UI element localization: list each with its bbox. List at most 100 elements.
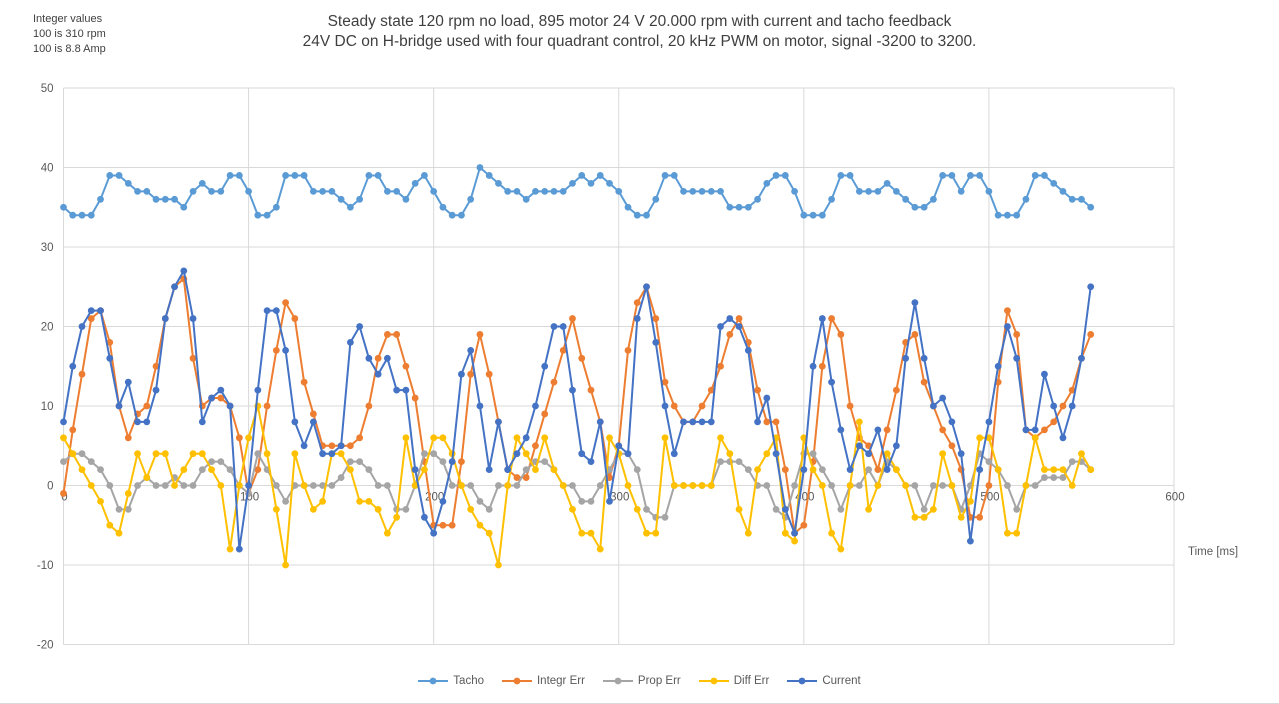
data-point-marker [569, 180, 576, 187]
data-point-marker [967, 537, 974, 545]
series-diff-err[interactable] [60, 402, 1095, 569]
data-point-marker [300, 378, 308, 386]
legend-item-diff-err[interactable]: Diff Err [698, 675, 770, 687]
legend-item-integr-err[interactable]: Integr Err [501, 675, 585, 687]
data-point-marker [161, 450, 169, 458]
data-point-marker [374, 482, 382, 489]
data-point-marker [929, 505, 937, 513]
data-point-marker [809, 211, 817, 219]
legend-item-current[interactable]: Current [787, 675, 861, 687]
data-point-marker [522, 434, 530, 442]
data-point-marker [476, 164, 484, 171]
series-current[interactable] [60, 267, 1095, 553]
data-point-marker [920, 354, 928, 362]
legend-label: Integr Err [536, 675, 585, 687]
data-point-marker [837, 545, 845, 553]
legend-label: Diff Err [733, 675, 770, 687]
data-point-marker [818, 362, 826, 370]
data-point-marker [69, 450, 77, 458]
data-point-marker [929, 402, 937, 410]
data-point-marker [309, 482, 317, 489]
annotation-line-1: Integer values [33, 13, 103, 25]
data-point-marker [1087, 466, 1095, 473]
data-point-marker [87, 307, 95, 314]
data-point-marker [948, 418, 956, 426]
data-point-marker [124, 490, 132, 497]
data-point-marker [226, 545, 234, 553]
data-point-marker [476, 331, 484, 338]
data-point-marker [763, 394, 771, 402]
data-point-marker [226, 172, 234, 179]
data-point-marker [467, 505, 475, 513]
chart-title-line-2: 24V DC on H-bridge used with four quadra… [302, 33, 977, 50]
data-point-marker [319, 498, 327, 505]
data-point-marker [115, 505, 123, 513]
data-point-marker [726, 315, 734, 322]
data-point-marker [957, 513, 965, 521]
data-point-marker [957, 450, 965, 458]
data-point-marker [892, 466, 900, 473]
data-point-marker [846, 402, 854, 410]
data-point-marker [485, 172, 493, 179]
data-point-marker [124, 505, 132, 513]
data-point-marker [87, 315, 95, 322]
data-point-marker [1050, 402, 1058, 410]
data-point-marker [485, 466, 493, 473]
data-point-marker [152, 482, 160, 489]
data-point-marker [189, 450, 197, 458]
data-point-marker [1068, 482, 1076, 489]
data-point-marker [707, 418, 715, 426]
y-tick-label--20: -20 [37, 640, 54, 652]
data-point-marker [837, 331, 845, 338]
data-point-marker [902, 354, 910, 362]
data-point-marker [800, 466, 808, 473]
data-point-marker [97, 498, 104, 505]
data-point-marker [1050, 418, 1058, 426]
legend-item-prop-err[interactable]: Prop Err [602, 675, 681, 687]
data-point-marker [1004, 211, 1011, 219]
y-tick-label-30: 30 [41, 242, 54, 254]
data-point-marker [458, 370, 465, 378]
data-point-marker [134, 187, 141, 195]
data-point-marker [643, 211, 650, 219]
data-point-marker [60, 458, 67, 466]
data-point-marker [208, 466, 215, 473]
data-point-marker [781, 172, 789, 179]
data-point-marker [106, 521, 114, 529]
data-point-marker [393, 386, 401, 394]
data-point-marker [587, 458, 595, 466]
y-tick-label-20: 20 [41, 322, 54, 334]
data-point-marker [1059, 466, 1067, 473]
data-point-marker [69, 426, 77, 434]
data-point-marker [1059, 187, 1067, 195]
data-point-marker [670, 482, 678, 489]
data-point-marker [1050, 466, 1058, 473]
data-point-marker [892, 187, 900, 195]
data-point-marker [1078, 195, 1085, 203]
data-point-marker [550, 323, 558, 330]
data-point-marker [596, 545, 604, 553]
data-point-marker [291, 172, 299, 179]
x-tick-label-100: 100 [240, 492, 259, 504]
data-point-marker [245, 434, 252, 442]
data-point-marker [328, 450, 336, 458]
data-point-marker [698, 482, 706, 489]
data-point-marker [578, 354, 586, 362]
legend-item-tacho[interactable]: Tacho [418, 675, 484, 687]
data-point-marker [624, 450, 632, 458]
data-point-marker [263, 450, 271, 458]
series-tacho[interactable] [60, 164, 1095, 219]
data-point-marker [161, 315, 169, 322]
data-point-marker [1078, 354, 1085, 362]
data-point-marker [846, 482, 854, 489]
data-point-marker [411, 466, 419, 473]
data-point-marker [272, 505, 280, 513]
data-point-marker [652, 195, 660, 203]
data-point-marker [855, 482, 863, 489]
chart-title: Steady state 120 rpm no load, 895 motor … [0, 12, 1279, 52]
data-point-marker [726, 203, 734, 211]
data-point-marker [421, 450, 428, 458]
data-point-marker [948, 482, 956, 489]
data-point-marker [458, 482, 465, 489]
data-point-marker [726, 331, 734, 338]
